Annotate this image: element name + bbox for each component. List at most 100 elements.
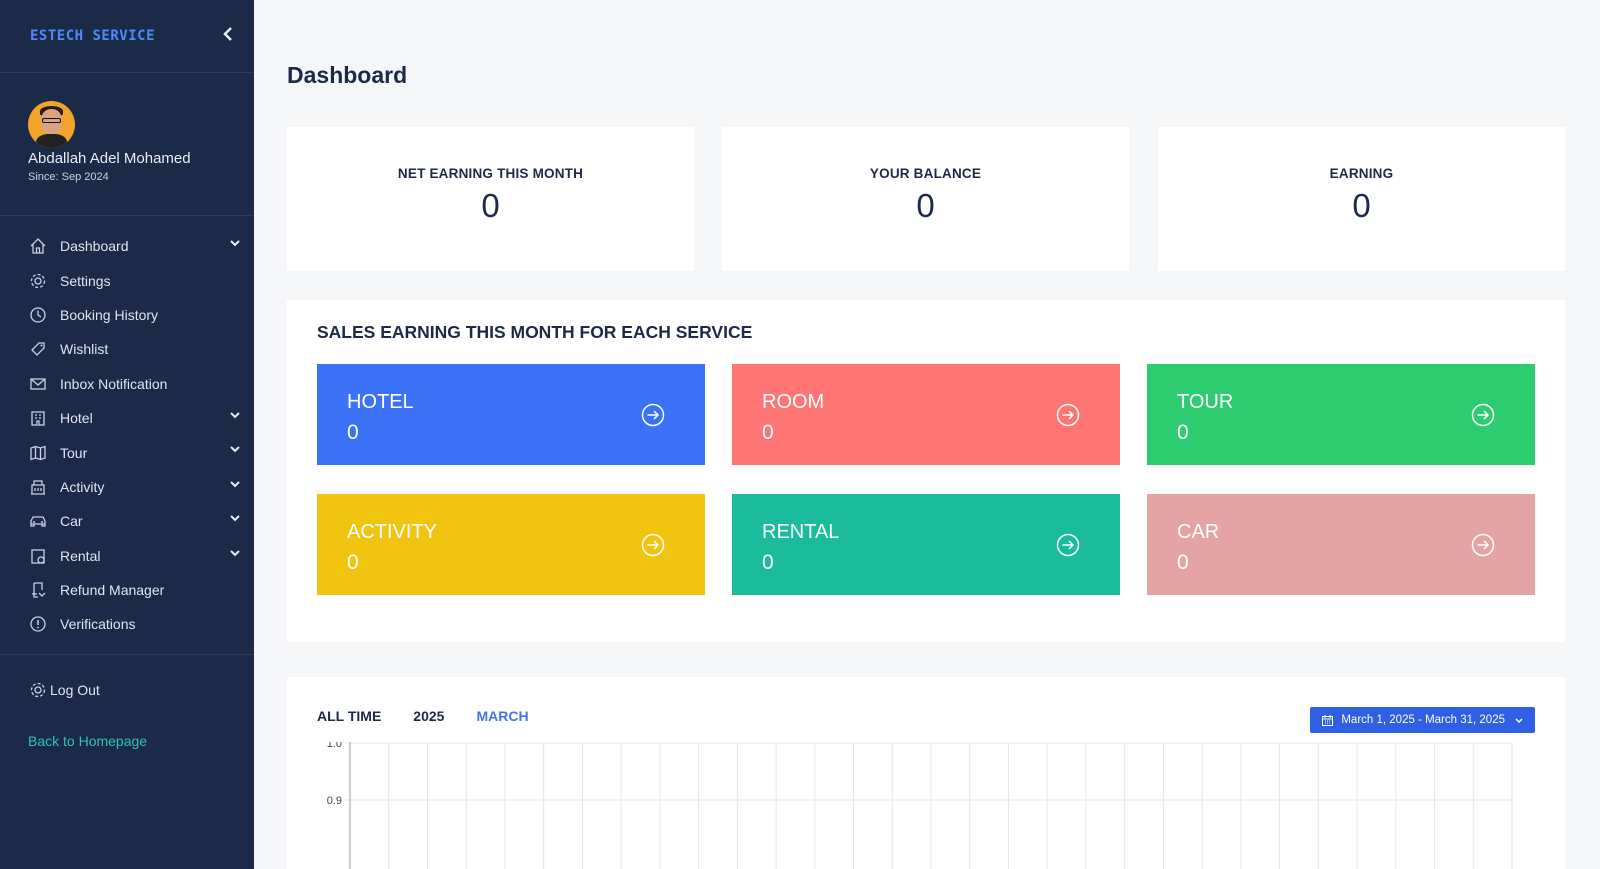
tab-month[interactable]: MARCH (476, 708, 529, 724)
service-name: HOTEL (347, 391, 414, 413)
sidebar-item-activity[interactable]: Activity (0, 470, 254, 504)
service-card-hotel[interactable]: HOTEL 0 (317, 364, 705, 465)
stat-value: 0 (1352, 187, 1371, 224)
rental-icon (28, 546, 48, 566)
sidebar-item-inbox-notification[interactable]: Inbox Notification (0, 367, 254, 401)
service-value: 0 (1177, 551, 1189, 574)
car-icon (28, 511, 48, 531)
profile-name: Abdallah Adel Mohamed (28, 150, 191, 167)
arrow-right-circle-icon[interactable] (641, 533, 665, 557)
sidebar-item-label: Booking History (60, 306, 159, 323)
arrow-right-circle-icon[interactable] (1471, 533, 1495, 557)
stat-card-net-earning: NET EARNING THIS MONTH 0 (287, 127, 694, 271)
mail-icon (28, 374, 48, 394)
sales-title: SALES EARNING THIS MONTH FOR EACH SERVIC… (317, 322, 753, 342)
home-icon (28, 236, 48, 256)
logout-button[interactable]: Log Out (28, 680, 100, 700)
sidebar-item-hotel[interactable]: Hotel (0, 401, 254, 435)
sidebar-item-label: Settings (60, 272, 111, 289)
heart-tag-icon (28, 339, 48, 359)
collapse-sidebar-button[interactable] (218, 24, 238, 44)
gear-icon (28, 680, 48, 700)
stat-label: EARNING (1329, 166, 1394, 181)
info-icon (28, 614, 48, 634)
sidebar-nav: Dashboard Settings Booking History Wishl… (0, 216, 254, 655)
service-card-rental[interactable]: RENTAL 0 (732, 494, 1120, 595)
service-value: 0 (347, 551, 359, 574)
sidebar-item-rental[interactable]: Rental (0, 539, 254, 573)
service-name: CAR (1177, 521, 1220, 543)
sidebar-item-booking-history[interactable]: Booking History (0, 298, 254, 332)
chevron-down-icon (230, 549, 240, 556)
service-name: ROOM (762, 391, 825, 413)
service-card-car[interactable]: CAR 0 (1147, 494, 1535, 595)
refund-icon (28, 580, 48, 600)
sidebar-item-wishlist[interactable]: Wishlist (0, 332, 254, 366)
sidebar-item-label: Activity (60, 478, 105, 495)
arrow-right-circle-icon[interactable] (1056, 403, 1080, 427)
range-tabs: ALL TIME 2025 MARCH (317, 708, 561, 724)
logout-label: Log Out (50, 682, 100, 698)
clock-icon (28, 305, 48, 325)
stat-card-balance: YOUR BALANCE 0 (722, 127, 1129, 271)
sidebar-item-dashboard[interactable]: Dashboard (0, 229, 254, 263)
chevron-down-icon (230, 515, 240, 522)
service-value: 0 (762, 421, 774, 444)
tab-all-time[interactable]: ALL TIME (317, 708, 382, 724)
sidebar-item-refund-manager[interactable]: Refund Manager (0, 573, 254, 607)
sidebar-item-settings[interactable]: Settings (0, 263, 254, 297)
earnings-chart-panel: ALL TIME 2025 MARCH March 1, 2025 - Marc… (287, 677, 1565, 869)
sidebar-item-label: Rental (60, 547, 101, 564)
page-title: Dashboard (287, 62, 408, 88)
profile-since: Since: Sep 2024 (28, 171, 109, 183)
sales-panel: SALES EARNING THIS MONTH FOR EACH SERVIC… (287, 300, 1565, 642)
arrow-right-circle-icon[interactable] (1471, 403, 1495, 427)
service-name: TOUR (1177, 391, 1234, 413)
stat-value: 0 (481, 187, 500, 224)
map-icon (28, 443, 48, 463)
main-content: Dashboard NET EARNING THIS MONTH 0 YOUR … (254, 0, 1600, 869)
chevron-down-icon (230, 412, 240, 419)
arrow-right-circle-icon[interactable] (641, 403, 665, 427)
stat-value: 0 (916, 187, 935, 224)
service-name: RENTAL (762, 521, 840, 543)
back-to-homepage-link[interactable]: Back to Homepage (28, 733, 148, 749)
arrow-right-circle-icon[interactable] (1056, 533, 1080, 557)
gear-icon (28, 271, 48, 291)
sidebar-item-verifications[interactable]: Verifications (0, 607, 254, 641)
date-range-picker[interactable]: March 1, 2025 - March 31, 2025 (1310, 707, 1535, 733)
service-value: 0 (347, 421, 359, 444)
sidebar-item-label: Dashboard (60, 238, 129, 255)
sidebar-item-label: Hotel (60, 410, 93, 427)
tab-year[interactable]: 2025 (413, 708, 445, 724)
chevron-down-icon (1515, 717, 1523, 723)
y-tick-label: 1.0 (327, 742, 342, 750)
chevron-down-icon (230, 446, 240, 453)
hotel-icon (28, 408, 48, 428)
chevron-down-icon (230, 481, 240, 488)
sidebar-item-car[interactable]: Car (0, 504, 254, 538)
y-tick-label: 0.9 (327, 795, 342, 807)
service-value: 0 (762, 551, 774, 574)
sidebar-item-label: Car (60, 513, 83, 530)
date-range-label: March 1, 2025 - March 31, 2025 (1341, 714, 1505, 726)
brand-bar: ESTECH SERVICE (0, 0, 254, 73)
sidebar-item-label: Refund Manager (60, 582, 165, 599)
stat-card-earning: EARNING 0 (1158, 127, 1565, 271)
sidebar-item-label: Tour (60, 444, 88, 461)
sidebar-item-label: Wishlist (60, 341, 109, 358)
service-card-room[interactable]: ROOM 0 (732, 364, 1120, 465)
sidebar-item-tour[interactable]: Tour (0, 435, 254, 469)
sidebar: ESTECH SERVICE Abdallah Adel Mohamed Sin… (0, 0, 254, 869)
chevron-left-icon (223, 27, 232, 41)
avatar[interactable] (28, 101, 75, 148)
sidebar-item-label: Verifications (60, 616, 136, 633)
chevron-down-icon (230, 240, 240, 247)
brand-logo[interactable]: ESTECH SERVICE (30, 28, 156, 44)
service-card-tour[interactable]: TOUR 0 (1147, 364, 1535, 465)
service-value: 0 (1177, 421, 1189, 444)
earnings-line-chart: 1.0 0.9 (327, 742, 1513, 869)
service-card-activity[interactable]: ACTIVITY 0 (317, 494, 705, 595)
sidebar-item-label: Inbox Notification (60, 375, 168, 392)
calendar-icon (1322, 714, 1334, 726)
